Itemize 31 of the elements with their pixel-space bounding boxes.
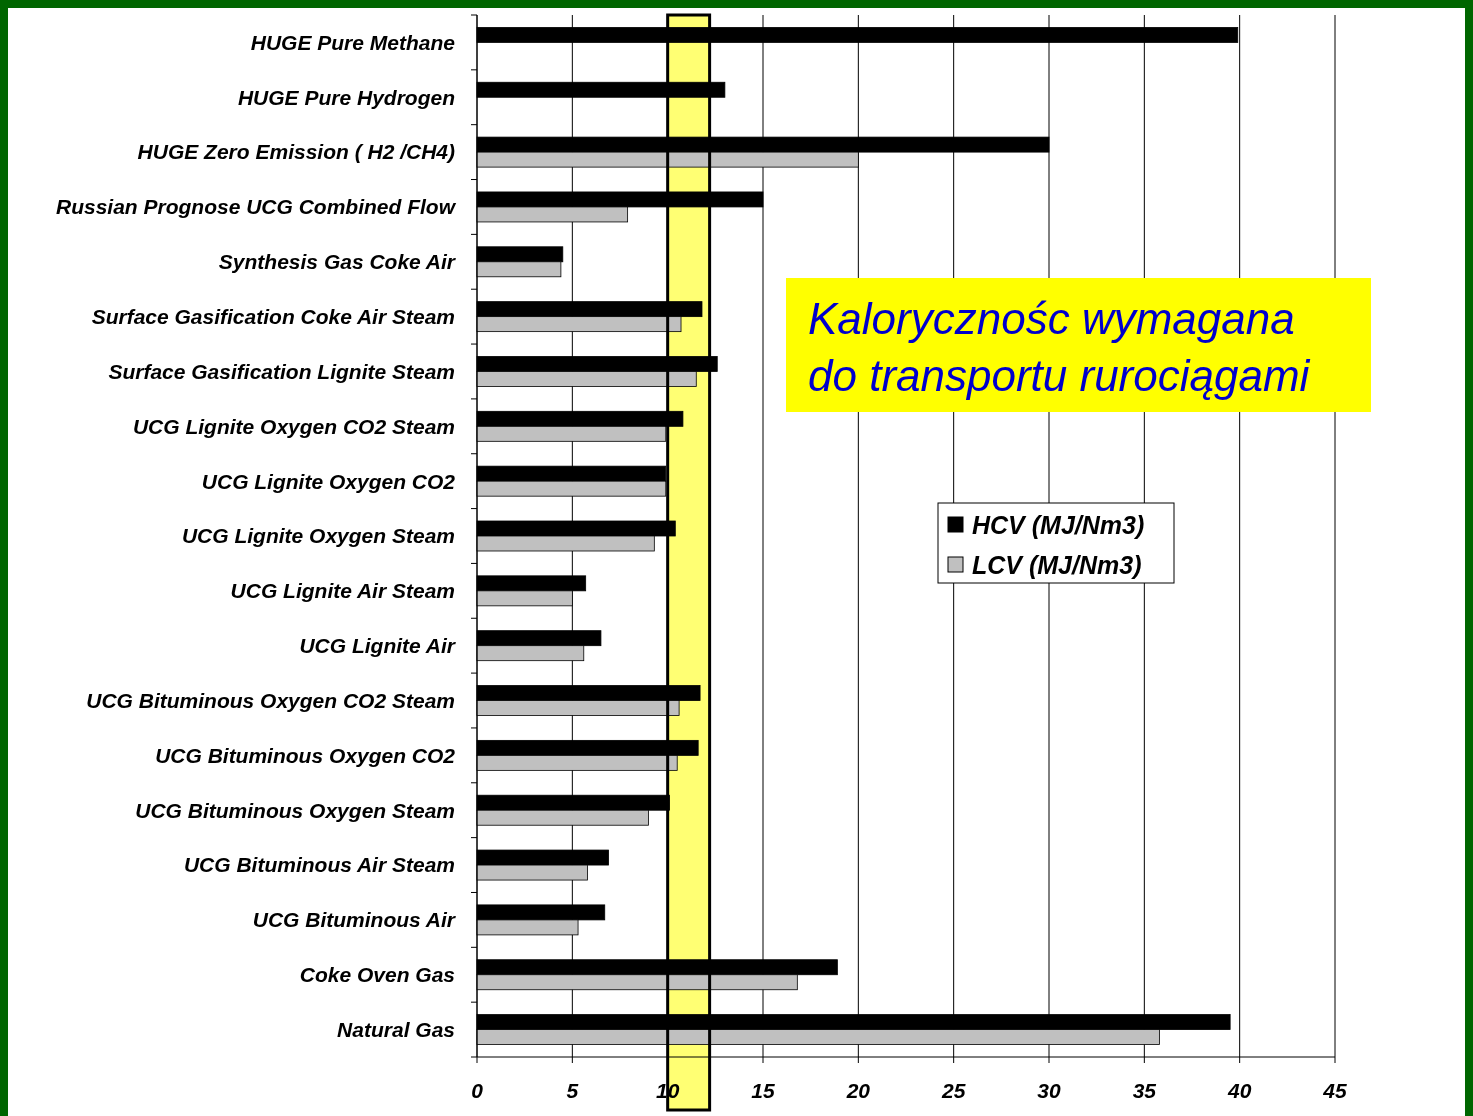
x-tick-label: 25 — [940, 1079, 966, 1102]
y-tick-label: UCG Lignite Air — [299, 634, 457, 658]
x-tick-label: 40 — [1226, 1079, 1252, 1102]
y-tick-label: UCG Lignite Air Steam — [230, 579, 455, 603]
y-tick-label: Surface Gasification Lignite Steam — [108, 359, 455, 383]
x-tick-label: 0 — [471, 1079, 484, 1102]
x-tick-label: 30 — [1037, 1079, 1061, 1102]
y-tick-label: UCG Bituminous Air — [252, 908, 457, 932]
x-tick-label: 5 — [566, 1079, 579, 1102]
y-tick-label: UCG Bituminous Oxygen Steam — [135, 798, 455, 822]
y-tick-label: Russian Prognose UCG Combined Flow — [55, 195, 457, 219]
band-label: Kalorycznośc wymagana do transportu rurociągami — [808, 294, 1311, 400]
y-tick-label: UCG Bituminous Oxygen CO2 — [155, 743, 456, 767]
y-tick-label: Coke Oven Gas — [299, 963, 455, 987]
y-tick-label: HUGE Zero Emission ( H2 /CH4) — [137, 140, 456, 164]
x-tick-label: 20 — [845, 1079, 871, 1102]
y-tick-label: Surface Gasification Coke Air Steam — [91, 304, 455, 328]
y-tick-label: UCG Bituminous Air Steam — [183, 853, 455, 877]
x-tick-label: 15 — [751, 1079, 775, 1102]
y-tick-label: HUGE Pure Hydrogen — [237, 85, 455, 109]
y-tick-label: Synthesis Gas Coke Air — [218, 250, 457, 274]
y-tick-label: UCG Lignite Oxygen CO2 Steam — [132, 414, 455, 438]
y-tick-label: UCG Lignite Oxygen Steam — [181, 524, 455, 548]
y-tick-label: HUGE Pure Methane — [250, 30, 456, 54]
legend-label: HCV (MJ/Nm3) — [972, 510, 1145, 539]
legend-label: LCV (MJ/Nm3) — [972, 550, 1142, 579]
x-tick-label: 45 — [1322, 1079, 1347, 1102]
x-tick-label: 35 — [1132, 1079, 1157, 1102]
y-tick-label: UCG Bituminous Oxygen CO2 Steam — [86, 688, 455, 712]
y-tick-label: UCG Lignite Oxygen CO2 — [201, 469, 456, 493]
y-tick-label: Natural Gas — [337, 1017, 455, 1041]
